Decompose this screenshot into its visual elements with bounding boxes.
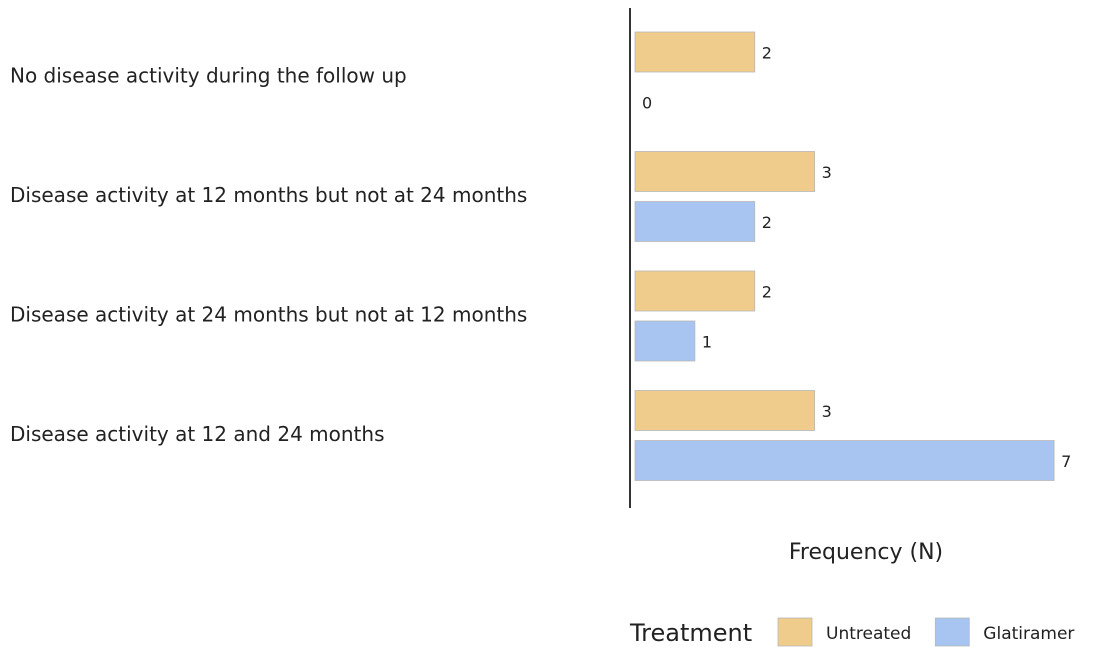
value-label: 2 [762, 44, 772, 63]
bar [634, 390, 816, 431]
category-label: Disease activity at 12 and 24 months [10, 422, 384, 446]
legend-swatch [777, 617, 813, 647]
legend-label: Untreated [826, 624, 911, 644]
bar [634, 270, 756, 312]
value-label: 3 [822, 163, 832, 182]
bar [634, 31, 756, 73]
value-label: 7 [1061, 452, 1071, 471]
value-label: 1 [702, 333, 712, 352]
legend-title: Treatment [629, 619, 752, 647]
category-label: Disease activity at 12 months but not at… [10, 183, 527, 207]
x-axis-title: Frequency (N) [789, 540, 943, 565]
bar [634, 440, 1055, 481]
legend-swatch [934, 617, 970, 647]
bar [634, 151, 816, 192]
value-label: 3 [822, 402, 832, 421]
value-label: 0 [642, 94, 652, 113]
bar [634, 201, 756, 242]
category-label: Disease activity at 24 months but not at… [10, 303, 527, 327]
value-label: 2 [762, 213, 772, 232]
category-label: No disease activity during the follow up [10, 64, 407, 88]
bar [634, 320, 696, 362]
legend-label: Glatiramer [983, 624, 1074, 644]
value-label: 2 [762, 283, 772, 302]
